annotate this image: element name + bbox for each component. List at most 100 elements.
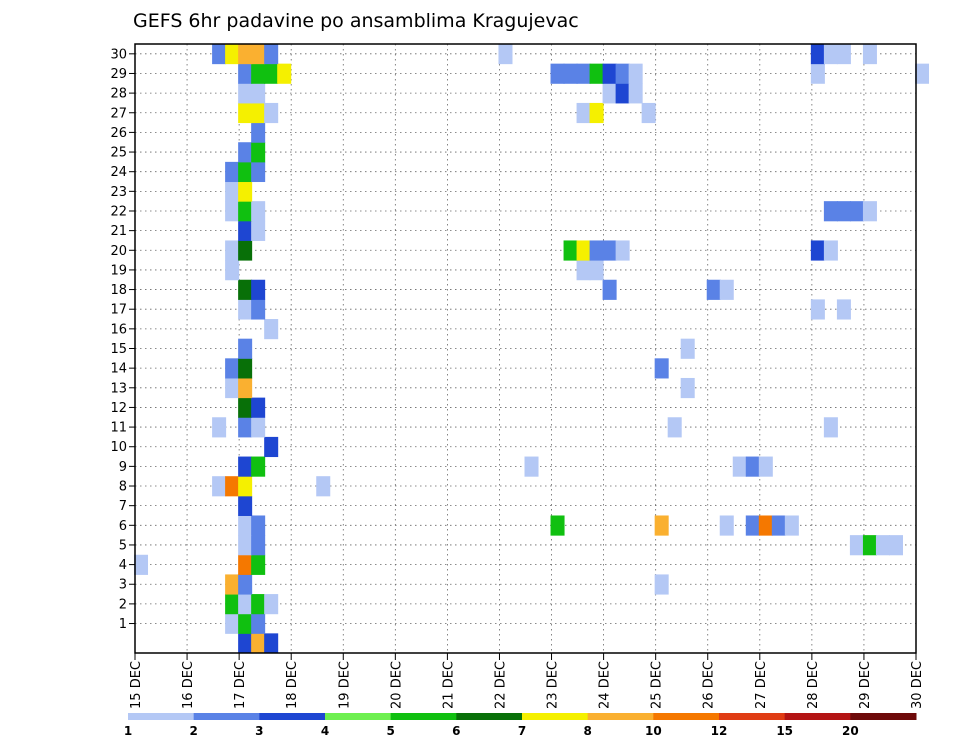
color-legend: 1 2 3 4 5 6 7 8 10 12 15 20	[124, 713, 917, 738]
heatmap-cell	[823, 240, 838, 261]
legend-label: 7	[518, 724, 526, 738]
heatmap-cell	[810, 63, 825, 84]
heatmap-cell	[238, 535, 253, 556]
heatmap-cell	[888, 535, 903, 556]
heatmap-cell	[576, 260, 591, 281]
heatmap-cell	[238, 102, 253, 124]
heatmap-cell	[849, 535, 864, 556]
y-tick-label: 1	[119, 617, 127, 632]
heatmap-cell	[654, 358, 669, 379]
heatmap-cell	[602, 240, 617, 261]
heatmap-cell	[589, 260, 604, 281]
y-tick-label: 6	[119, 519, 127, 534]
heatmap-cell	[238, 594, 253, 615]
heatmap-cell	[238, 220, 253, 241]
heatmap-cell	[680, 377, 695, 399]
heatmap-cell	[251, 161, 266, 183]
heatmap-cell	[706, 279, 721, 300]
y-tick-label: 30	[110, 47, 127, 62]
heatmap-cell	[576, 63, 591, 84]
heatmap-cell	[251, 102, 266, 124]
heatmap-cell	[225, 240, 240, 261]
heatmap-cell	[251, 279, 266, 300]
heatmap-cell	[602, 83, 617, 104]
heatmap-cell	[238, 574, 253, 595]
heatmap-cell	[238, 476, 253, 497]
legend-label: 5	[386, 724, 394, 738]
legend-label: 2	[189, 724, 197, 738]
y-tick-label: 7	[119, 499, 127, 514]
heatmap-cell	[251, 417, 266, 438]
heatmap-cell	[238, 495, 253, 516]
y-tick-label: 27	[110, 106, 127, 121]
heatmap-cell	[225, 358, 240, 379]
heatmap-cell	[238, 181, 253, 202]
y-tick-label: 24	[110, 165, 127, 180]
heatmap-cell	[836, 299, 851, 320]
heatmap-cell	[745, 456, 760, 477]
heatmap-cell	[862, 201, 877, 222]
heatmap-cell	[212, 44, 227, 65]
y-tick-label: 12	[110, 401, 127, 416]
heatmap-cell	[251, 83, 266, 104]
legend-swatch	[259, 713, 326, 720]
heatmap-cell	[251, 613, 266, 634]
heatmap-cell	[641, 102, 656, 124]
heatmap-cell	[238, 44, 253, 65]
heatmap-cell	[654, 515, 669, 536]
y-tick-label: 13	[110, 381, 127, 396]
x-tick-label: 28 DEC	[806, 661, 821, 709]
y-tick-label: 17	[110, 303, 127, 318]
legend-swatch	[719, 713, 786, 720]
legend-swatch	[653, 713, 720, 720]
heatmap-cell	[238, 161, 253, 183]
heatmap-cell	[225, 44, 240, 65]
y-tick-label: 8	[119, 480, 127, 495]
y-tick-label: 29	[110, 67, 127, 82]
x-tick-label: 16 DEC	[181, 661, 196, 709]
heatmap-cell	[212, 476, 227, 497]
heatmap-cell	[251, 142, 266, 163]
heatmap-cell	[238, 279, 253, 300]
y-tick-label: 25	[110, 146, 127, 161]
legend-label: 4	[321, 724, 329, 738]
heatmap-cell	[550, 515, 565, 536]
heatmap-cell	[264, 319, 279, 340]
x-tick-label: 20 DEC	[389, 661, 404, 709]
y-tick-label: 11	[110, 421, 127, 436]
heatmap-cell	[251, 220, 266, 241]
heatmap-cells	[134, 44, 930, 654]
heatmap-cell	[589, 240, 604, 261]
x-tick-label: 29 DEC	[858, 661, 873, 709]
heatmap-cell	[316, 476, 331, 497]
heatmap-cell	[667, 417, 682, 438]
heatmap-cell	[225, 201, 240, 222]
heatmap-cell	[251, 299, 266, 320]
heatmap-cell	[238, 299, 253, 320]
heatmap-cell	[745, 515, 760, 536]
y-tick-label: 21	[110, 224, 127, 239]
legend-swatch	[784, 713, 851, 720]
legend-swatch	[325, 713, 392, 720]
heatmap-cell	[862, 44, 877, 65]
x-tick-label: 23 DEC	[546, 661, 561, 709]
heatmap-cell	[225, 260, 240, 281]
legend-swatch	[456, 713, 523, 720]
heatmap-cell	[251, 122, 266, 143]
x-tick-label: 30 DEC	[910, 661, 925, 709]
legend-label: 10	[645, 724, 662, 738]
heatmap-cell	[251, 44, 266, 65]
heatmap-cell	[915, 63, 930, 84]
heatmap-cell	[225, 594, 240, 615]
heatmap-cell	[862, 535, 877, 556]
heatmap-cell	[251, 515, 266, 536]
heatmap-cell	[264, 594, 279, 615]
heatmap-cell	[251, 456, 266, 477]
heatmap-cell	[251, 201, 266, 222]
heatmap-cell	[251, 554, 266, 575]
heatmap-cell	[875, 535, 890, 556]
heatmap-cell	[576, 240, 591, 261]
axes: 1234567891011121314151617181920212223242…	[110, 43, 925, 709]
x-tick-label: 27 DEC	[754, 661, 769, 709]
